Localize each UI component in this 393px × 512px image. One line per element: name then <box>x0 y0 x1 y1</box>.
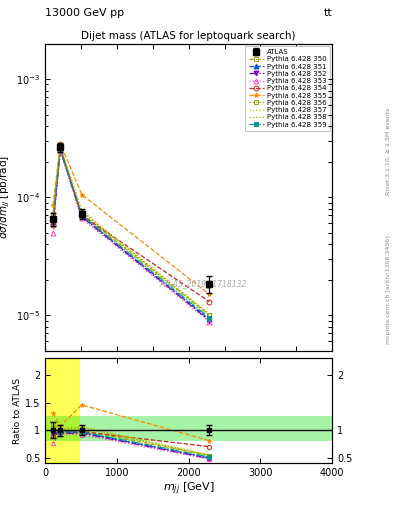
Pythia 6.428 358 <box>79 208 84 214</box>
Line: Pythia 6.428 353: Pythia 6.428 353 <box>51 149 212 324</box>
Line: Pythia 6.428 354: Pythia 6.428 354 <box>51 146 212 304</box>
Line: Pythia 6.428 352: Pythia 6.428 352 <box>51 147 212 323</box>
Y-axis label: Ratio to ATLAS: Ratio to ATLAS <box>13 378 22 444</box>
Pythia 6.428 359 <box>207 315 212 321</box>
Pythia 6.428 351 <box>79 213 84 219</box>
Pythia 6.428 358 <box>58 143 62 150</box>
Pythia 6.428 351 <box>51 219 55 225</box>
Text: mcplots.cern.ch [arXiv:1306.3436]: mcplots.cern.ch [arXiv:1306.3436] <box>386 235 391 344</box>
Pythia 6.428 352 <box>79 214 84 220</box>
Pythia 6.428 358 <box>207 312 212 318</box>
Pythia 6.428 359 <box>51 216 55 222</box>
Pythia 6.428 350 <box>58 145 62 151</box>
Legend: ATLAS, Pythia 6.428 350, Pythia 6.428 351, Pythia 6.428 352, Pythia 6.428 353, P: ATLAS, Pythia 6.428 350, Pythia 6.428 35… <box>245 46 330 131</box>
Line: Pythia 6.428 351: Pythia 6.428 351 <box>51 147 212 322</box>
Line: Pythia 6.428 355: Pythia 6.428 355 <box>51 141 212 297</box>
Pythia 6.428 355 <box>51 202 55 208</box>
Pythia 6.428 353 <box>58 148 62 154</box>
Pythia 6.428 357 <box>79 207 84 214</box>
Pythia 6.428 350 <box>207 312 212 318</box>
Pythia 6.428 357 <box>207 311 212 317</box>
Pythia 6.428 352 <box>51 220 55 226</box>
Line: Pythia 6.428 358: Pythia 6.428 358 <box>53 146 209 315</box>
Pythia 6.428 350 <box>51 214 55 220</box>
Text: tt: tt <box>323 8 332 18</box>
Pythia 6.428 354 <box>207 298 212 305</box>
Pythia 6.428 356 <box>51 211 55 217</box>
Y-axis label: $d\sigma/dm_{jj}$ [pb/rad]: $d\sigma/dm_{jj}$ [pb/rad] <box>0 155 12 239</box>
Pythia 6.428 357 <box>51 209 55 215</box>
Line: Pythia 6.428 357: Pythia 6.428 357 <box>53 146 209 314</box>
Pythia 6.428 353 <box>207 318 212 325</box>
Pythia 6.428 353 <box>51 229 55 236</box>
Pythia 6.428 356 <box>58 143 62 150</box>
Pythia 6.428 355 <box>79 191 84 198</box>
Pythia 6.428 354 <box>79 212 84 219</box>
Title: Dijet mass (ATLAS for leptoquark search): Dijet mass (ATLAS for leptoquark search) <box>81 31 296 41</box>
Pythia 6.428 359 <box>58 145 62 152</box>
Pythia 6.428 353 <box>79 216 84 222</box>
Pythia 6.428 354 <box>58 145 62 152</box>
Line: Pythia 6.428 356: Pythia 6.428 356 <box>51 144 212 317</box>
Pythia 6.428 355 <box>207 291 212 297</box>
Text: ATLAS_2019_I1718132: ATLAS_2019_I1718132 <box>159 279 247 288</box>
Pythia 6.428 354 <box>51 222 55 228</box>
Pythia 6.428 350 <box>79 211 84 217</box>
Text: Rivet 3.1.10, ≥ 2.5M events: Rivet 3.1.10, ≥ 2.5M events <box>386 108 391 195</box>
Line: Pythia 6.428 359: Pythia 6.428 359 <box>51 146 212 320</box>
Pythia 6.428 358 <box>51 210 55 217</box>
Bar <box>45 416 332 441</box>
Pythia 6.428 351 <box>58 146 62 152</box>
Pythia 6.428 352 <box>58 147 62 153</box>
Pythia 6.428 356 <box>207 312 212 318</box>
Bar <box>45 358 80 463</box>
Line: Pythia 6.428 350: Pythia 6.428 350 <box>51 146 212 317</box>
Pythia 6.428 352 <box>207 317 212 324</box>
Pythia 6.428 355 <box>58 140 62 146</box>
Pythia 6.428 359 <box>79 212 84 219</box>
Pythia 6.428 356 <box>79 209 84 215</box>
Pythia 6.428 351 <box>207 316 212 323</box>
X-axis label: $m_{jj}$ [GeV]: $m_{jj}$ [GeV] <box>163 481 215 497</box>
Text: 13000 GeV pp: 13000 GeV pp <box>45 8 124 18</box>
Pythia 6.428 357 <box>58 143 62 149</box>
